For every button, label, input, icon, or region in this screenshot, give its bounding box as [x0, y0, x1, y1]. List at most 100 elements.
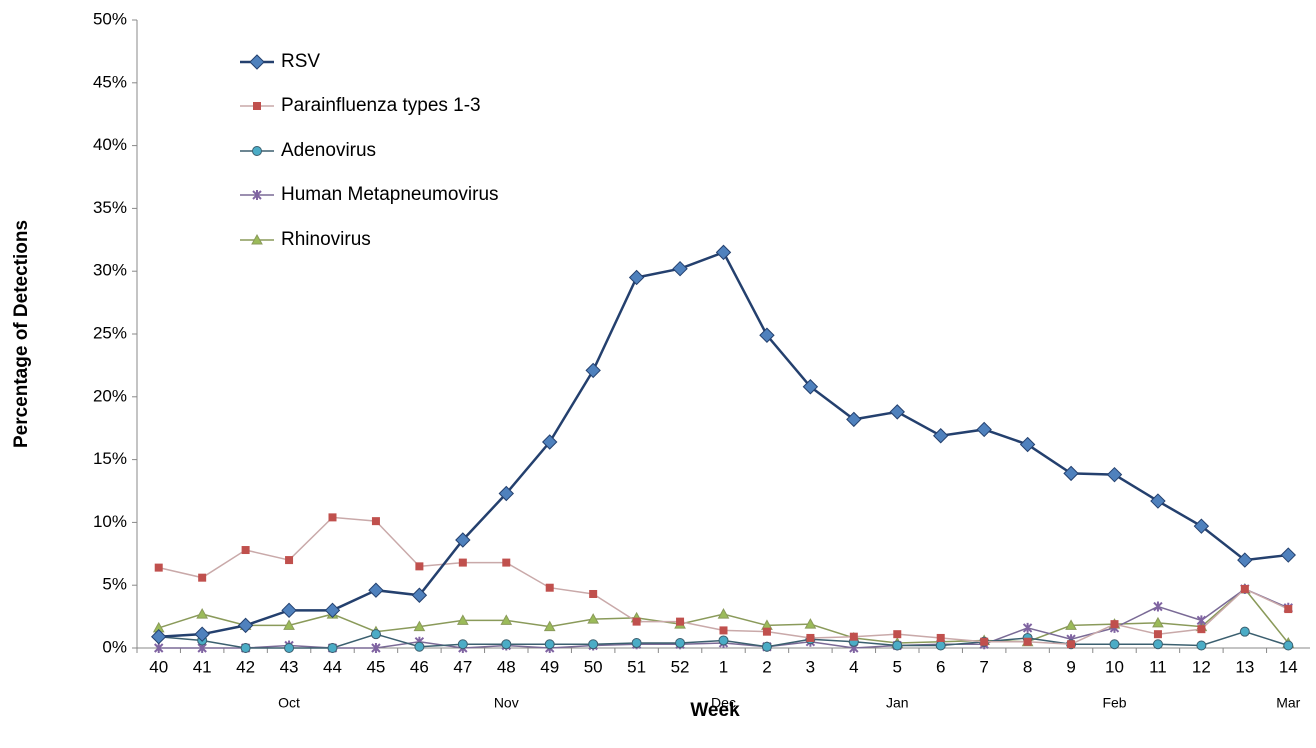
data-point [587, 613, 600, 624]
data-point [281, 602, 297, 619]
y-tick-label: 50% [93, 9, 127, 28]
x-tick-label: 43 [280, 657, 299, 676]
data-point [632, 617, 641, 626]
data-point [1196, 615, 1207, 626]
data-point [672, 260, 688, 277]
x-tick-label: 44 [323, 657, 342, 676]
data-point [1240, 584, 1249, 593]
x-tick-label: 47 [453, 657, 472, 676]
x-tick-label: 41 [193, 657, 212, 676]
x-tick-label: 46 [410, 657, 429, 676]
month-label: Dec [711, 695, 736, 711]
month-label: Nov [494, 695, 519, 711]
legend-label: Rhinovirus [281, 229, 371, 250]
data-point [542, 434, 558, 450]
data-point [717, 608, 730, 619]
y-tick-label: 30% [93, 261, 127, 280]
data-point [371, 517, 380, 526]
x-tick-label: 14 [1279, 657, 1298, 676]
data-point [935, 640, 946, 651]
data-point [1153, 630, 1162, 639]
legend-marker [253, 102, 261, 110]
x-tick-label: 2 [762, 657, 771, 676]
y-tick-label: 0% [102, 637, 127, 656]
data-point [718, 635, 729, 646]
x-tick-label: 42 [236, 657, 255, 676]
data-point [588, 639, 599, 650]
data-point [413, 620, 426, 632]
data-point [1023, 637, 1032, 646]
data-point [893, 630, 902, 639]
data-point [327, 643, 338, 653]
data-point [1065, 619, 1077, 630]
x-tick-label: 5 [893, 657, 902, 676]
data-point [411, 587, 428, 603]
legend-marker [249, 54, 265, 70]
data-point [676, 617, 685, 626]
data-point [455, 532, 471, 548]
x-tick-label: 7 [979, 657, 988, 676]
legend-label: Human Metapneumovirus [281, 184, 499, 205]
data-point [241, 546, 250, 555]
data-point [501, 639, 512, 650]
data-point [675, 637, 686, 648]
data-point [283, 619, 295, 630]
x-tick-label: 52 [671, 657, 690, 676]
data-point [976, 421, 992, 438]
data-point [1237, 552, 1253, 568]
y-tick-label: 45% [93, 72, 127, 91]
y-tick-label: 15% [93, 449, 127, 468]
data-point [846, 411, 862, 428]
data-point [1063, 465, 1079, 482]
data-point [889, 404, 905, 420]
data-point [154, 563, 163, 572]
data-point [456, 614, 469, 625]
legend-marker [251, 233, 263, 245]
data-point [324, 602, 341, 619]
data-point [198, 573, 207, 582]
data-point [1193, 518, 1210, 534]
data-point [371, 643, 381, 653]
legend-label: RSV [281, 51, 320, 72]
series-line [158, 250, 1289, 638]
data-point [1152, 639, 1163, 650]
data-point [1022, 622, 1033, 633]
x-tick-label: 6 [936, 657, 945, 676]
x-tick-label: 13 [1235, 657, 1254, 676]
month-label: Oct [278, 695, 300, 711]
month-label: Feb [1102, 695, 1126, 711]
data-point [1109, 639, 1120, 650]
data-point [237, 617, 254, 634]
y-tick-label: 5% [102, 575, 127, 594]
data-point [719, 626, 728, 635]
x-tick-label: 40 [149, 657, 168, 676]
y-axis-title: Percentage of Detections [11, 220, 32, 448]
x-axis-title: Week [690, 700, 740, 721]
data-point [762, 627, 771, 636]
data-point [328, 513, 337, 522]
data-point [1197, 625, 1206, 634]
legend-marker [252, 190, 262, 200]
x-tick-label: 49 [540, 657, 559, 676]
data-point [980, 637, 989, 646]
x-tick-label: 1 [719, 657, 728, 676]
y-tick-label: 35% [93, 198, 127, 217]
data-point [543, 620, 556, 632]
data-point [849, 632, 858, 641]
x-tick-label: 3 [806, 657, 815, 676]
series-line [158, 516, 1289, 645]
data-point [545, 583, 554, 592]
y-tick-label: 40% [93, 135, 127, 154]
data-point [458, 558, 467, 567]
x-tick-label: 4 [849, 657, 858, 676]
data-point [151, 628, 167, 645]
data-point [1150, 493, 1166, 509]
x-tick-label: 10 [1105, 657, 1124, 676]
data-point [502, 558, 511, 567]
data-point [933, 428, 949, 444]
x-tick-label: 50 [584, 657, 603, 676]
data-point [761, 641, 772, 652]
data-point [414, 641, 425, 652]
y-tick-label: 25% [93, 323, 127, 342]
